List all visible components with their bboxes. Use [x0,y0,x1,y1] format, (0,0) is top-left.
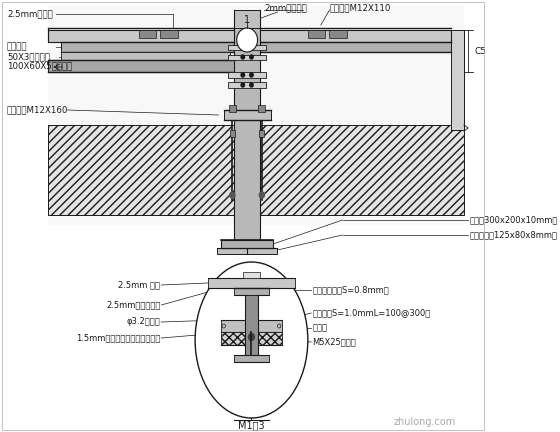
Polygon shape [217,248,277,254]
Circle shape [249,334,254,340]
Text: 2.5mm 铝板: 2.5mm 铝板 [118,280,160,289]
Polygon shape [221,240,273,248]
Polygon shape [228,45,266,50]
Text: 化学螺栊M12X160: 化学螺栊M12X160 [7,105,68,114]
Polygon shape [60,42,451,52]
Circle shape [250,55,253,59]
Polygon shape [234,355,269,362]
Circle shape [241,46,245,50]
Circle shape [250,46,253,50]
Text: 封巡条（S=1.0mmL=100@300）: 封巡条（S=1.0mmL=100@300） [312,308,431,318]
Text: 2mm隔热垂带: 2mm隔热垂带 [264,3,307,13]
Polygon shape [221,332,282,345]
Text: 隆起边杆: 隆起边杆 [7,42,27,51]
Polygon shape [160,30,178,38]
Polygon shape [258,105,265,112]
Polygon shape [451,30,464,130]
Text: φ3.2光孔杆: φ3.2光孔杆 [127,318,160,327]
Text: zhulong.com: zhulong.com [394,417,456,427]
Circle shape [241,55,245,59]
Circle shape [250,83,253,87]
Polygon shape [48,30,451,42]
Text: 不锈钉色M12X110: 不锈钉色M12X110 [329,3,391,13]
Text: 钟板（300x200x10mm）: 钟板（300x200x10mm） [470,216,558,225]
Polygon shape [230,130,235,137]
Circle shape [259,192,264,198]
Polygon shape [259,130,264,137]
Circle shape [241,73,245,77]
Polygon shape [228,82,266,88]
Polygon shape [60,52,230,60]
Text: 1: 1 [244,15,250,25]
Circle shape [241,83,245,87]
Text: C5: C5 [474,47,486,55]
Text: M1：3: M1：3 [238,420,265,430]
Polygon shape [48,60,239,72]
Ellipse shape [195,262,308,418]
Text: 100X60X5角形杆件: 100X60X5角形杆件 [7,61,72,70]
Text: 角钢底板（125x80x8mm）: 角钢底板（125x80x8mm） [470,231,558,239]
Text: 1: 1 [248,413,255,423]
Polygon shape [234,288,269,295]
Polygon shape [234,28,260,240]
Text: 2.5mm铝单板: 2.5mm铝单板 [7,10,53,19]
Text: M5X25螺丝孔: M5X25螺丝孔 [312,337,356,346]
Text: 未展开尺寸（S=0.8mm）: 未展开尺寸（S=0.8mm） [312,286,389,295]
Polygon shape [228,55,266,60]
Polygon shape [234,10,260,28]
Polygon shape [139,30,156,38]
Polygon shape [245,295,258,355]
Polygon shape [228,72,266,78]
Circle shape [250,73,253,77]
Polygon shape [329,30,347,38]
Circle shape [237,28,258,52]
Polygon shape [308,30,325,38]
Polygon shape [221,320,282,332]
Polygon shape [243,272,260,278]
Text: 50X3角形杆件: 50X3角形杆件 [7,53,50,61]
Polygon shape [208,278,295,288]
Polygon shape [48,125,464,215]
Text: 2.5mm铝单板内衡: 2.5mm铝单板内衡 [106,301,160,309]
Text: 1.5mm厗形沉头自攻螺（细孔）: 1.5mm厗形沉头自攻螺（细孔） [76,334,160,343]
Text: 螺丝孔: 螺丝孔 [312,324,327,333]
Polygon shape [223,110,270,120]
Circle shape [230,192,235,198]
Polygon shape [229,105,236,112]
Polygon shape [48,5,464,225]
